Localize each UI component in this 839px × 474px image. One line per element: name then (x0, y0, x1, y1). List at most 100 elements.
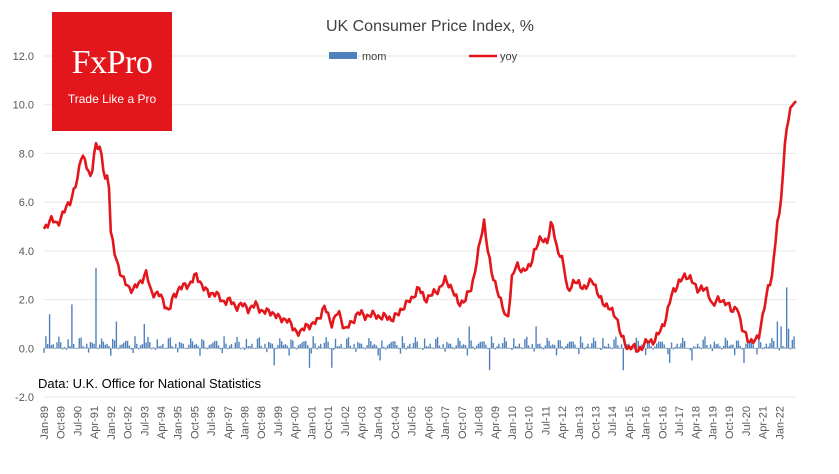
mom-bar (45, 336, 47, 349)
mom-bar (225, 343, 227, 349)
mom-bar (446, 341, 448, 349)
mom-bar (683, 341, 686, 349)
mom-bar (191, 341, 194, 349)
mom-bar (327, 341, 329, 349)
mom-bar (95, 267, 97, 349)
mom-bar (566, 343, 569, 349)
yoy-line (42, 100, 797, 353)
mom-bar (388, 343, 391, 349)
mom-bar (119, 345, 121, 349)
mom-bar (518, 343, 520, 349)
x-tick-label: Jan-19 (707, 406, 719, 440)
mom-bar (67, 339, 69, 349)
mom-bar (201, 339, 203, 349)
mom-bar (696, 343, 699, 349)
mom-bar (294, 347, 296, 349)
mom-bar (292, 340, 294, 349)
x-tick-label: Oct-98 (256, 406, 268, 439)
mom-bar (169, 337, 171, 349)
mom-bar (464, 345, 467, 349)
x-tick-label: Jul-02 (340, 406, 352, 436)
mom-bar (665, 348, 667, 349)
x-tick-label: Oct-13 (590, 406, 602, 439)
mom-bar (279, 338, 281, 349)
mom-bar (786, 287, 788, 349)
mom-bar (338, 346, 340, 349)
mom-bar (589, 347, 591, 349)
mom-bar (501, 343, 504, 349)
mom-bar (691, 348, 693, 361)
mom-bar (780, 326, 782, 349)
logo-brand: FxPro (71, 44, 153, 81)
mom-bar (141, 344, 144, 349)
mom-bar (310, 348, 313, 354)
mom-bar (78, 338, 80, 349)
mom-bar (295, 348, 298, 350)
mom-bar (151, 348, 153, 350)
x-axis-ticks: Jan-89 Oct-89 Jul-90 Apr-91 Jan-92 Oct-92 Jul-… (39, 406, 786, 440)
mom-bar (117, 348, 119, 350)
mom-bar (561, 346, 563, 349)
mom-bar (336, 346, 339, 349)
mom-bar (195, 343, 197, 349)
mom-bar (763, 347, 766, 349)
mom-bar (682, 337, 684, 349)
mom-bar (271, 343, 274, 349)
mom-bar (104, 344, 106, 349)
mom-bar (232, 348, 235, 349)
mom-bar (574, 344, 576, 349)
mom-bar (726, 340, 728, 349)
mom-bar (71, 304, 73, 349)
mom-bar (709, 344, 712, 349)
mom-bar (754, 348, 756, 349)
mom-bars (43, 267, 795, 371)
x-tick-label: Jan-01 (306, 406, 318, 440)
mom-bar (717, 343, 719, 349)
mom-bar (238, 341, 240, 349)
mom-bar (247, 346, 249, 349)
mom-bar (750, 341, 753, 349)
mom-bar (134, 336, 136, 349)
y-axis-ticks: -2.0 0.0 2.0 4.0 6.0 8.0 10.0 12.0 (13, 51, 34, 404)
mom-bar (449, 343, 452, 349)
y-tick-label: 0.0 (19, 343, 34, 355)
mom-bar (54, 348, 56, 349)
mom-bar (516, 346, 519, 349)
source-note: Data: U.K. Office for National Statistic… (38, 376, 262, 391)
mom-bar (730, 344, 732, 349)
mom-bar (171, 346, 173, 349)
mom-bar (654, 346, 656, 349)
mom-bar (56, 342, 58, 349)
mom-bar (492, 342, 494, 349)
mom-bar (182, 343, 184, 349)
mom-bar (245, 339, 248, 349)
mom-bar (333, 348, 335, 350)
mom-bar (87, 348, 90, 353)
mom-bar (242, 347, 244, 349)
mom-bar (236, 336, 238, 349)
mom-bar (722, 346, 725, 349)
mom-bar (256, 338, 259, 349)
mom-bar (617, 345, 619, 349)
mom-bar (431, 347, 433, 349)
mom-bar (600, 348, 602, 351)
mom-bar (204, 347, 207, 349)
mom-bar (546, 337, 548, 349)
mom-bar (533, 348, 535, 352)
mom-bar (500, 347, 502, 349)
mom-bar (47, 344, 49, 349)
mom-bar (216, 340, 218, 349)
mom-bar (48, 314, 51, 349)
mom-bar (368, 338, 370, 349)
mom-bar (178, 342, 181, 349)
mom-bar (208, 345, 210, 349)
mom-bar (273, 348, 275, 366)
mom-bar (670, 342, 673, 349)
mom-bar (373, 344, 376, 349)
mom-bar (113, 340, 116, 349)
x-tick-label: Jul-96 (206, 406, 218, 436)
mom-bar (572, 341, 574, 349)
mom-bar (112, 338, 114, 349)
mom-bar (383, 346, 385, 349)
mom-bar (591, 343, 593, 349)
